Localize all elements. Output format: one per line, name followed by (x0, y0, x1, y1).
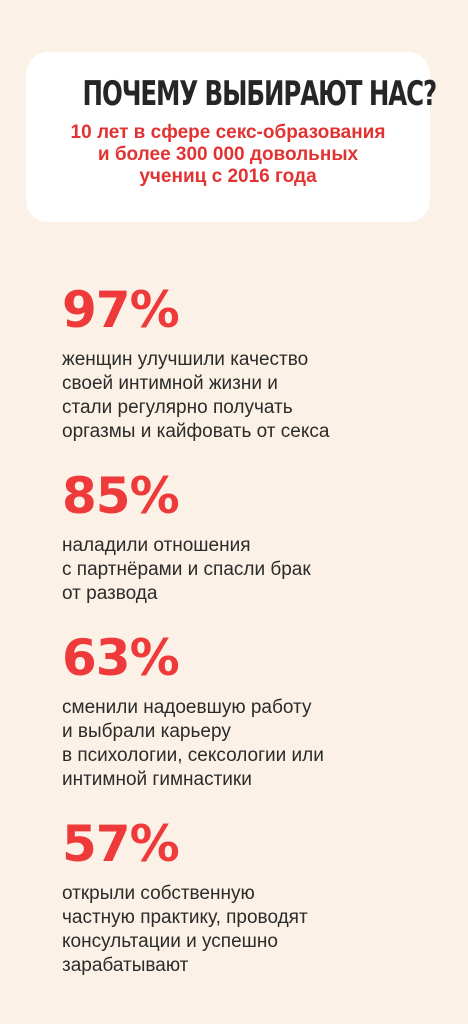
stat-description-line: частную практику, проводят (62, 907, 308, 928)
stat-description-line: сменили надоевшую работу (62, 697, 312, 718)
stat-description-line: в психологии, сексологии или (62, 745, 324, 766)
stat-description-line: консультации и успешно (62, 931, 278, 952)
page-subtitle: 10 лет в сфере секс-образования и более … (43, 122, 413, 188)
stat-description: открыли собственную частную практику, пр… (62, 882, 442, 978)
subtitle-line: и более 300 000 довольных (97, 144, 359, 165)
stat-description-line: интимной гимнастики (62, 769, 252, 790)
stat-item-97: 97% женщин улучшили качество своей интим… (62, 280, 442, 444)
stat-description-line: с партнёрами и спасли брак (62, 559, 311, 580)
stat-description-line: стали регулярно получать (62, 397, 293, 418)
stat-item-57: 57% открыли собственную частную практику… (62, 814, 442, 978)
stat-value: 57% (62, 815, 180, 873)
subtitle-line: учениц с 2016 года (139, 166, 317, 187)
stat-description: наладили отношения с партнёрами и спасли… (62, 534, 442, 606)
stat-description-line: зарабатывают (62, 955, 189, 976)
stat-description: сменили надоевшую работу и выбрали карье… (62, 696, 442, 792)
stat-description-line: и выбрали карьеру (62, 721, 231, 742)
stat-description: женщин улучшили качество своей интимной … (62, 348, 442, 444)
stat-description-line: своей интимной жизни и (62, 373, 278, 394)
stat-value: 97% (62, 281, 180, 339)
stat-description-line: наладили отношения (62, 535, 251, 556)
stat-description-line: открыли собственную (62, 883, 255, 904)
header-card: ПОЧЕМУ ВЫБИРАЮТ НАС? 10 лет в сфере секс… (26, 52, 438, 222)
stats-list: 97% женщин улучшили качество своей интим… (62, 280, 442, 978)
stat-value: 85% (62, 467, 180, 525)
stat-item-63: 63% сменили надоевшую работу и выбрали к… (62, 628, 442, 792)
stat-item-85: 85% наладили отношения с партнёрами и сп… (62, 466, 442, 606)
stat-description-line: оргазмы и кайфовать от секса (62, 421, 330, 442)
stat-value: 63% (62, 629, 180, 687)
subtitle-line: 10 лет в сфере секс-образования (70, 122, 386, 143)
stat-description-line: от развода (62, 583, 158, 604)
stat-description-line: женщин улучшили качество (62, 349, 309, 370)
page-title: ПОЧЕМУ ВЫБИРАЮТ НАС? (82, 74, 438, 114)
